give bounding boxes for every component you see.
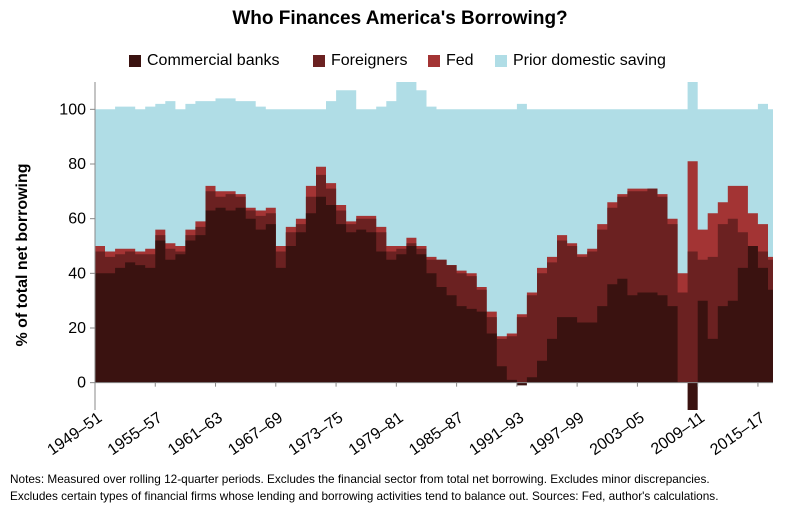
legend-item-commercial-banks: Commercial banks: [129, 50, 279, 72]
legend: Commercial banks Foreigners Fed Prior do…: [0, 50, 800, 72]
x-tick-label: 1973–75: [286, 409, 347, 459]
notes-line: Notes: Measured over rolling 12-quarter …: [10, 472, 710, 486]
legend-item-foreigners: Foreigners: [313, 50, 407, 72]
chart-title: Who Finances America's Borrowing?: [232, 8, 568, 29]
legend-swatch: [428, 55, 440, 67]
y-tick-label: 20: [68, 320, 86, 337]
y-tick-label: 80: [68, 156, 86, 173]
legend-swatch: [495, 55, 507, 67]
chart-areas: [95, 82, 773, 410]
y-axis-label: % of total net borrowing: [14, 163, 31, 346]
x-tick-label: 1997–99: [527, 409, 588, 459]
x-tick-label: 1991–93: [466, 409, 527, 459]
legend-label: Commercial banks: [147, 52, 280, 69]
x-tick-label: 2009–11: [648, 409, 708, 458]
notes-line: Excludes certain types of financial firm…: [10, 489, 719, 503]
y-tick-label: 0: [77, 375, 86, 392]
x-tick-label: 2015–17: [707, 409, 768, 459]
x-tick-label: 1955–57: [105, 409, 166, 459]
legend-swatch: [313, 55, 325, 67]
x-tick-label: 1979–81: [346, 409, 407, 459]
x-tick-label: 1967–69: [225, 409, 286, 459]
x-tick-label: 1949–51: [45, 409, 106, 459]
legend-label: Prior domestic saving: [513, 52, 666, 69]
y-tick-label: 60: [68, 211, 86, 228]
chart-notes: Notes: Measured over rolling 12-quarter …: [10, 471, 795, 505]
x-tick-label: 1961–63: [165, 409, 226, 459]
legend-label: Fed: [446, 52, 474, 69]
legend-label: Foreigners: [331, 52, 408, 69]
x-tick-label: 1985–87: [406, 409, 467, 459]
series-area-commercial-banks: [95, 196, 773, 410]
x-tick-label: 2003–05: [587, 409, 648, 459]
legend-item-fed: Fed: [428, 50, 474, 72]
y-tick-label: 40: [68, 265, 86, 282]
y-tick-label: 100: [59, 101, 86, 118]
legend-item-prior-domestic-saving: Prior domestic saving: [495, 50, 666, 72]
legend-swatch: [129, 55, 141, 67]
